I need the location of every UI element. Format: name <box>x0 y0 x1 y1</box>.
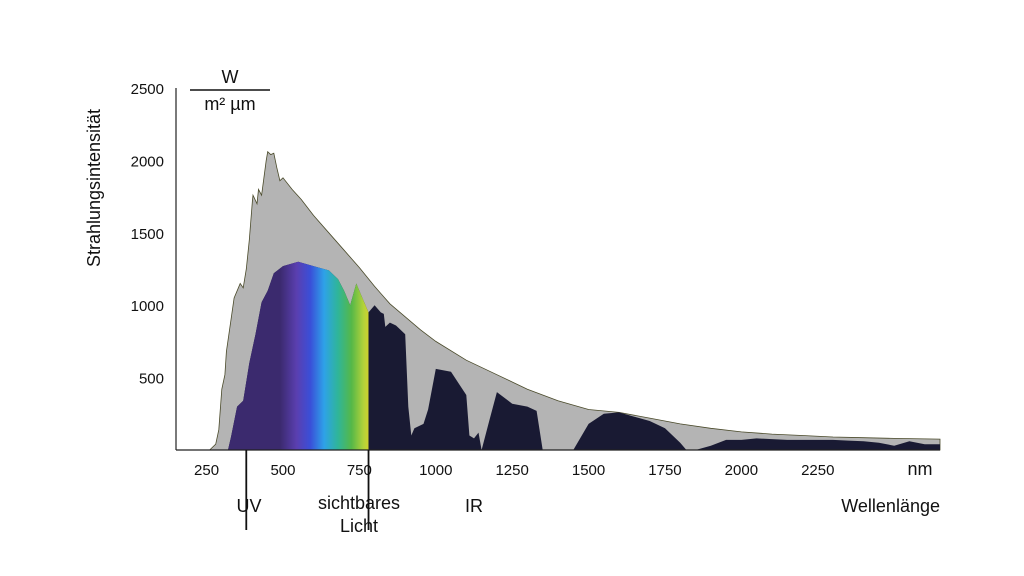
x-tick-label: 1250 <box>495 462 528 479</box>
x-tick-label: 1000 <box>419 462 452 479</box>
x-tick-label: 1750 <box>648 462 681 479</box>
y-tick-labels: 500 1000 1500 2000 2500 <box>131 81 164 388</box>
region-label-uv: UV <box>236 496 261 516</box>
x-tick-label: 750 <box>347 462 372 479</box>
y-axis-label: Strahlungsintensität <box>84 109 104 267</box>
x-tick-label: 1500 <box>572 462 605 479</box>
y-tick-label: 2500 <box>131 81 164 98</box>
y-unit-denominator: m² µm <box>204 94 255 114</box>
x-tick-labels: 250 500 750 1000 1250 1500 1750 2000 2250 <box>194 462 834 479</box>
y-tick-label: 1500 <box>131 226 164 243</box>
region-label-visible-line1: sichtbares <box>318 493 400 513</box>
x-tick-label: 2000 <box>725 462 758 479</box>
x-tick-label: 2250 <box>801 462 834 479</box>
x-axis-label: Wellenlänge <box>841 496 940 516</box>
x-unit-label: nm <box>907 459 932 479</box>
x-tick-label: 500 <box>270 462 295 479</box>
y-tick-label: 1000 <box>131 298 164 315</box>
y-tick-label: 2000 <box>131 153 164 170</box>
y-unit-numerator: W <box>222 67 239 87</box>
x-tick-label: 250 <box>194 462 219 479</box>
region-label-ir: IR <box>465 496 483 516</box>
y-tick-label: 500 <box>139 371 164 388</box>
visible-light-spectrum-area <box>228 261 369 450</box>
region-label-visible-line2: Licht <box>340 516 378 536</box>
